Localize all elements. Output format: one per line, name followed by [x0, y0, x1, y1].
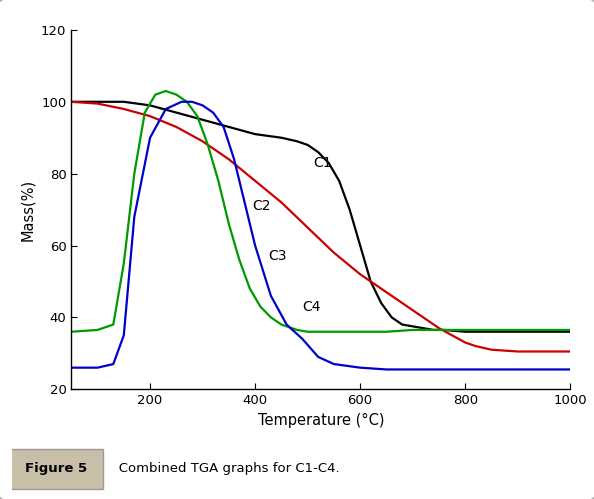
Text: C1: C1 [313, 156, 331, 170]
FancyBboxPatch shape [9, 449, 103, 489]
Text: C2: C2 [252, 199, 271, 213]
Y-axis label: Mass(%): Mass(%) [20, 179, 36, 241]
X-axis label: Temperature (°C): Temperature (°C) [258, 413, 384, 428]
Text: C4: C4 [302, 299, 321, 313]
Text: Figure 5: Figure 5 [25, 462, 87, 475]
Text: Combined TGA graphs for C1-C4.: Combined TGA graphs for C1-C4. [106, 462, 340, 475]
Text: C3: C3 [268, 250, 287, 263]
